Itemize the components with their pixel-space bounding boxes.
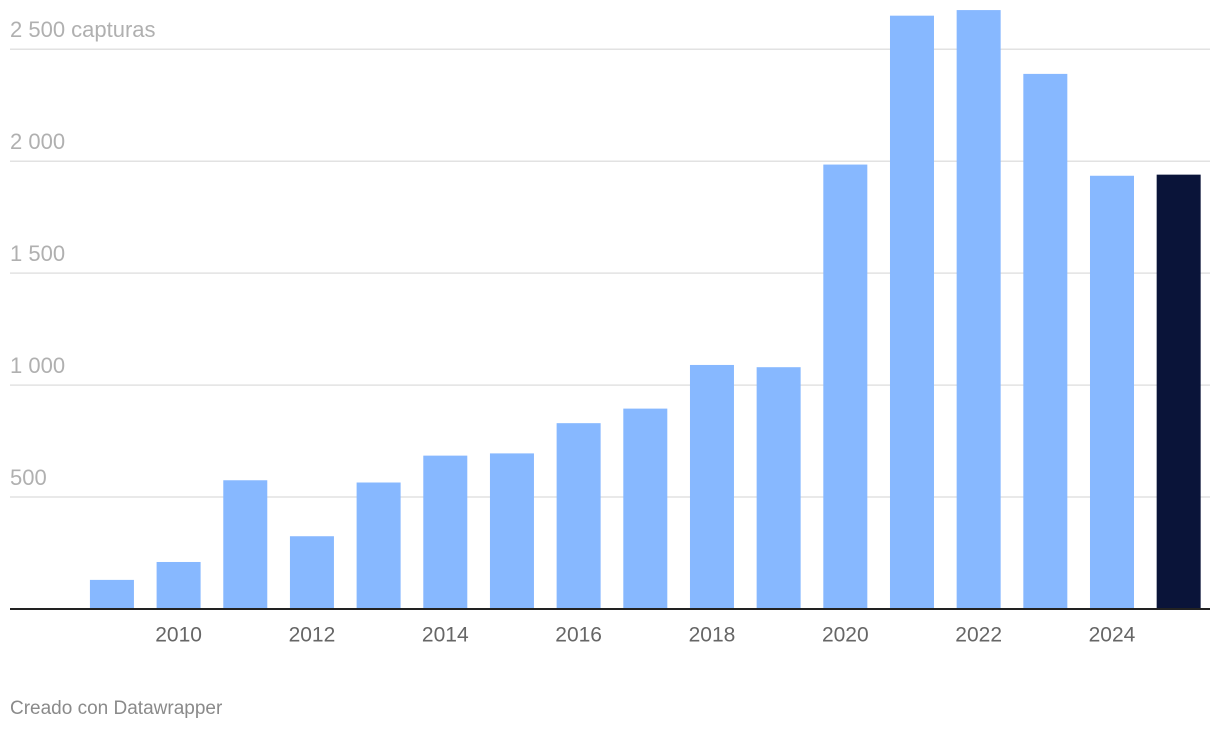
x-tick-label: 2010 (155, 624, 202, 647)
x-tick-label: 2022 (955, 624, 1002, 647)
y-tick-label: 1 000 (10, 353, 65, 378)
x-tick-label: 2018 (689, 624, 736, 647)
x-tick-label: 2014 (422, 624, 469, 647)
bar (423, 455, 468, 609)
bar (956, 10, 1001, 609)
y-tick-label: 2 500 capturas (10, 17, 156, 42)
bar (356, 482, 401, 609)
bar (289, 536, 334, 609)
bar (156, 561, 201, 609)
y-tick-label: 1 500 (10, 241, 65, 266)
bar (223, 480, 268, 609)
bar (89, 579, 134, 609)
bar (1156, 174, 1201, 609)
x-tick-label: 2016 (555, 624, 602, 647)
x-tick-label: 2024 (1089, 624, 1136, 647)
footer: Creado con Datawrapper (10, 698, 223, 719)
bar (689, 364, 734, 609)
x-tick-label: 2012 (289, 624, 336, 647)
bar (489, 453, 534, 609)
bar (823, 164, 868, 609)
bar (623, 408, 668, 609)
bar (889, 15, 934, 610)
bar (756, 367, 801, 609)
bar (556, 423, 601, 609)
x-tick-label: 2020 (822, 624, 869, 647)
y-tick-label: 2 000 (10, 129, 65, 154)
bar (1023, 73, 1068, 609)
bar (1089, 175, 1134, 609)
y-tick-label: 500 (10, 465, 47, 490)
